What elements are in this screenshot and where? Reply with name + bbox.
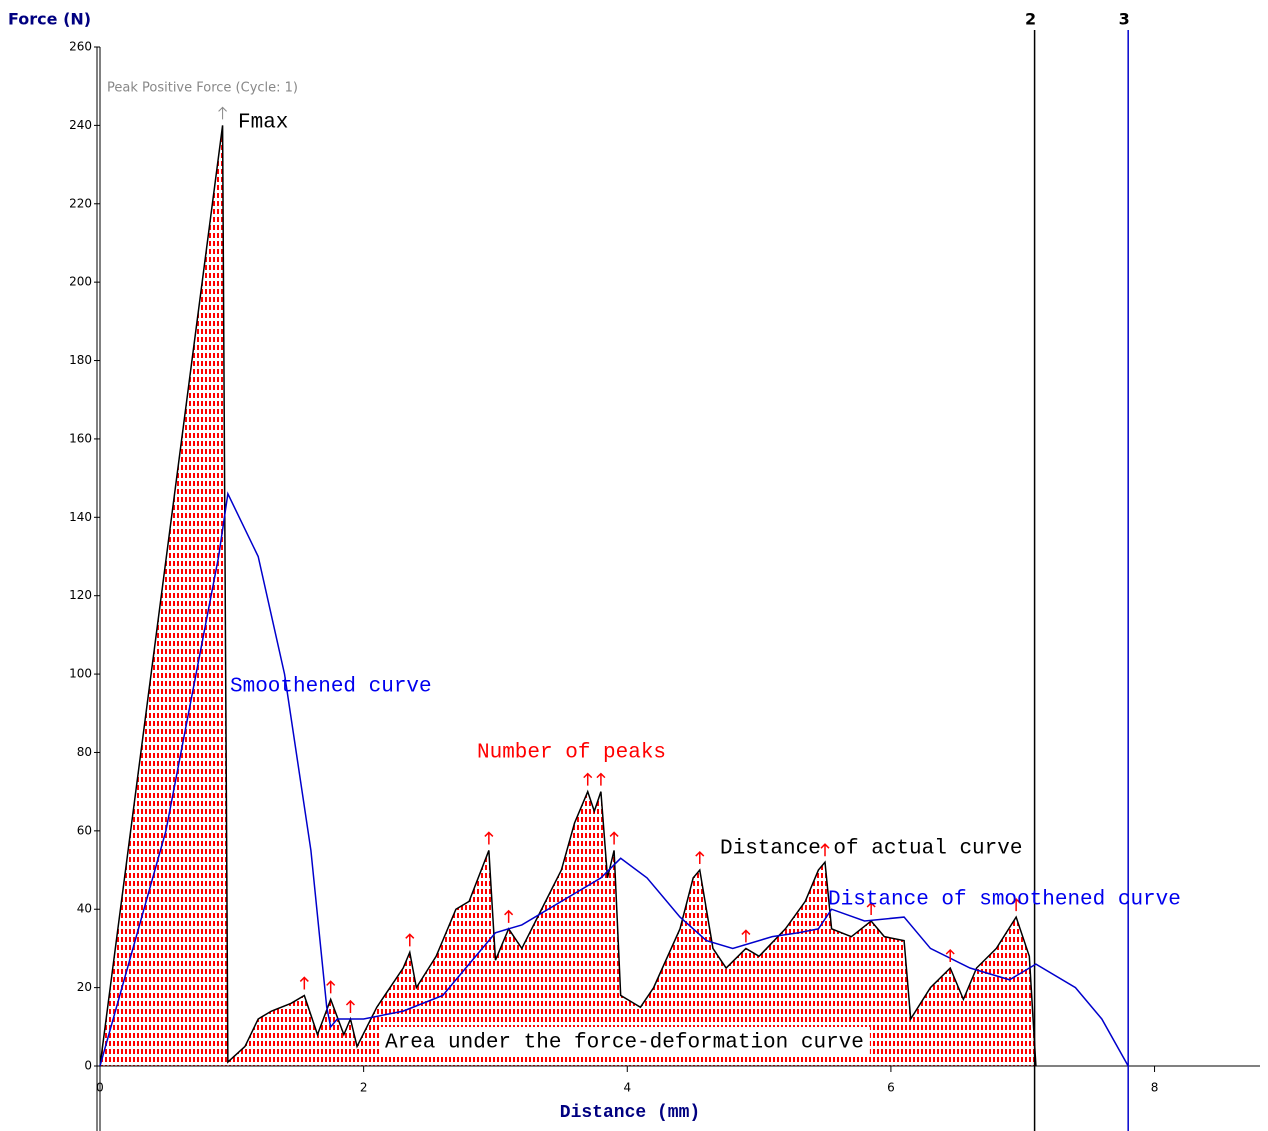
x-axis-title: Distance (mm) <box>560 1103 700 1123</box>
annotation: Area under the force-deformation curve <box>385 1032 864 1055</box>
area-fill <box>100 125 1036 1066</box>
peak-arrow <box>504 909 514 923</box>
y-tick-label: 0 <box>84 1059 92 1073</box>
annotation: Distance of smoothened curve <box>828 889 1181 912</box>
annotation: Fmax <box>238 112 288 135</box>
y-tick-label: 180 <box>69 353 92 367</box>
x-tick-label: 6 <box>887 1081 895 1095</box>
marker-label: 3 <box>1119 10 1130 29</box>
y-tick-label: 120 <box>69 588 92 602</box>
annotation: Distance of actual curve <box>720 838 1022 861</box>
y-tick-label: 80 <box>77 745 92 759</box>
y-tick-label: 240 <box>69 118 92 132</box>
peak-arrow <box>299 976 309 990</box>
peak-arrow <box>596 772 606 786</box>
peak-arrow <box>695 850 705 865</box>
x-tick-label: 4 <box>623 1081 631 1095</box>
peak-arrow <box>405 933 415 947</box>
y-tick-label: 40 <box>77 902 92 916</box>
y-tick-label: 260 <box>69 40 92 54</box>
peak-arrow <box>583 772 593 786</box>
annotation-bg <box>379 1027 870 1057</box>
x-tick-label: 0 <box>96 1081 104 1095</box>
peak-arrow <box>218 106 227 120</box>
x-tick-label: 2 <box>360 1081 368 1095</box>
marker-label: 2 <box>1025 10 1036 29</box>
peak-arrow <box>820 843 830 857</box>
peak-arrow <box>1011 898 1021 912</box>
series-line <box>99 491 1129 1067</box>
y-tick-label: 60 <box>77 823 92 837</box>
peak-arrow <box>866 901 876 915</box>
y-axis-title: Force (N) <box>8 10 91 29</box>
peak-arrow <box>945 948 955 963</box>
peak-arrow <box>741 929 751 943</box>
peak-arrow <box>484 831 494 845</box>
y-tick-label: 200 <box>69 275 92 289</box>
peak-arrow <box>609 831 619 845</box>
annotation: Peak Positive Force (Cycle: 1) <box>107 81 298 96</box>
x-tick-label: 8 <box>1151 1081 1159 1095</box>
y-tick-label: 20 <box>77 980 92 994</box>
annotation: Number of peaks <box>477 742 666 765</box>
y-tick-label: 100 <box>69 667 92 681</box>
y-tick-label: 140 <box>69 510 92 524</box>
y-tick-label: 220 <box>69 196 92 210</box>
series-line <box>99 125 1037 1067</box>
annotation: Smoothened curve <box>230 676 432 699</box>
peak-arrow <box>326 980 336 994</box>
peak-arrow <box>345 999 355 1013</box>
y-tick-label: 160 <box>69 431 92 445</box>
